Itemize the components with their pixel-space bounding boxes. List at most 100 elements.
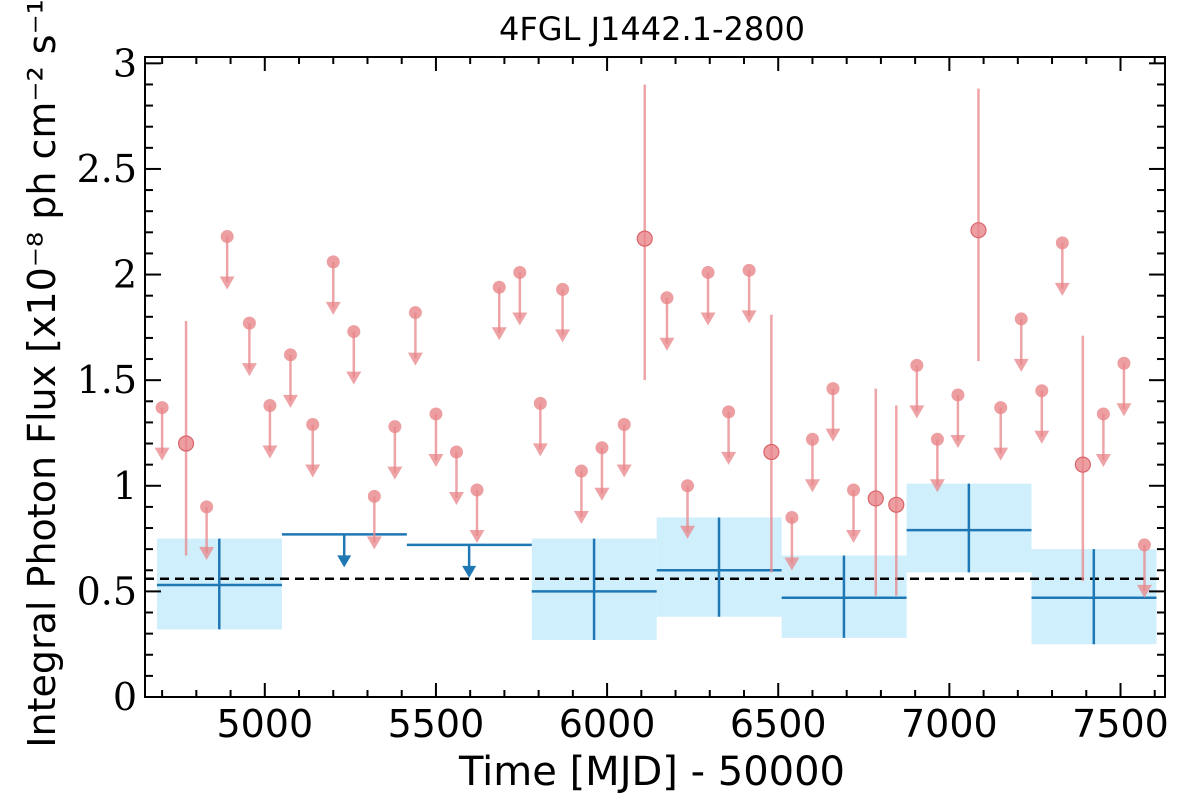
short-bin-upper-limit bbox=[847, 483, 861, 497]
short-bin-upper-limit-arrow bbox=[366, 536, 382, 550]
short-bin-point bbox=[1074, 456, 1091, 473]
short-bin-upper-limit bbox=[367, 489, 381, 503]
long-bin-upper-limit-arrow bbox=[462, 565, 477, 578]
short-bin-upper-limit-arrow bbox=[784, 557, 800, 571]
short-bin-upper-limit-arrow bbox=[1116, 403, 1132, 417]
short-bin-point bbox=[763, 443, 780, 461]
short-bin-point bbox=[177, 435, 195, 452]
short-bin-upper-limit bbox=[742, 263, 756, 277]
short-bin-upper-limit-arrow bbox=[491, 327, 507, 341]
short-bin-upper-limit-arrow bbox=[346, 371, 362, 385]
short-bin-upper-limit-arrow bbox=[741, 310, 757, 324]
short-bin-upper-limit-arrow bbox=[950, 434, 966, 448]
short-bin-upper-limit bbox=[785, 510, 799, 524]
short-bin-upper-limit bbox=[681, 479, 695, 493]
short-bin-upper-limit bbox=[617, 418, 631, 432]
short-bin-point bbox=[970, 222, 987, 239]
short-bin-upper-limit bbox=[347, 325, 361, 339]
short-bin-upper-limit bbox=[701, 265, 715, 279]
short-bin-point bbox=[888, 496, 905, 513]
x-tick-label: 6000 bbox=[559, 702, 656, 746]
short-bin-upper-limit-arrow bbox=[532, 443, 548, 457]
y-tick-label: 2.5 bbox=[77, 147, 137, 191]
x-tick-label: 5500 bbox=[388, 702, 485, 746]
short-bin-upper-limit-arrow bbox=[721, 451, 737, 465]
short-bin-upper-limit-arrow bbox=[448, 491, 464, 505]
short-bin-upper-limit bbox=[595, 441, 609, 455]
axes: 5000 5500 6000 6500 7000 7500 0 0.5 1 1.5 2 2.5 3 bbox=[77, 41, 1169, 746]
short-bin-upper-limit bbox=[155, 401, 169, 415]
short-bin-upper-limit-arrow bbox=[680, 525, 696, 539]
short-bin-upper-limit-arrow bbox=[305, 464, 321, 478]
short-bin-upper-limit bbox=[470, 483, 484, 497]
short-bin-upper-limit bbox=[220, 230, 234, 244]
short-bin-upper-limit bbox=[951, 388, 965, 402]
short-bin-upper-limit bbox=[994, 401, 1008, 415]
short-bin-upper-limit bbox=[408, 306, 422, 320]
short-bin-upper-limit-arrow bbox=[573, 510, 589, 524]
short-bin-upper-limit bbox=[306, 418, 320, 432]
short-bin-upper-limit-arrow bbox=[659, 337, 675, 351]
y-tick-label: 1 bbox=[113, 464, 137, 508]
short-bin-upper-limit-arrow bbox=[555, 329, 571, 343]
short-bin-upper-limit bbox=[722, 405, 736, 419]
y-tick-label: 0.5 bbox=[77, 569, 137, 613]
short-bin-upper-limit-arrow bbox=[469, 530, 485, 544]
y-tick-label: 2 bbox=[113, 253, 137, 297]
short-bin-upper-limit bbox=[492, 280, 506, 294]
short-bin-upper-limit bbox=[1014, 312, 1028, 326]
short-bin-upper-limit bbox=[429, 407, 443, 421]
short-bin-upper-limit-arrow bbox=[804, 479, 820, 493]
short-bin-upper-limit bbox=[326, 255, 340, 269]
short-bin-upper-limit bbox=[513, 265, 527, 279]
short-bin-upper-limit-arrow bbox=[219, 276, 235, 290]
short-bin-upper-limit-arrow bbox=[929, 479, 945, 493]
short-bin-upper-limit-arrow bbox=[909, 405, 925, 419]
short-bin-upper-limit bbox=[1035, 384, 1049, 398]
short-bin-upper-limit bbox=[930, 432, 944, 446]
short-bin-upper-limit bbox=[660, 291, 674, 305]
y-tick-label: 3 bbox=[113, 41, 137, 85]
short-bin-point bbox=[636, 230, 653, 247]
short-bin-upper-limit bbox=[1137, 538, 1151, 552]
x-tick-label: 5000 bbox=[216, 702, 313, 746]
short-bin-upper-limit bbox=[200, 500, 214, 514]
short-bin-upper-limit bbox=[574, 464, 588, 478]
x-tick-label: 7500 bbox=[1072, 702, 1169, 746]
short-bin-upper-limit bbox=[805, 432, 819, 446]
short-bin-upper-limit bbox=[910, 358, 924, 372]
y-tick-label: 1.5 bbox=[77, 358, 137, 402]
short-bin-upper-limit-arrow bbox=[1034, 430, 1050, 444]
short-bin-upper-limit bbox=[1055, 236, 1069, 250]
y-tick-label: 0 bbox=[113, 675, 137, 719]
short-bin-upper-limit bbox=[1117, 356, 1131, 370]
short-bin-upper-limit bbox=[1096, 407, 1110, 421]
x-tick-label: 6500 bbox=[730, 702, 827, 746]
short-bin-upper-limit bbox=[533, 396, 547, 410]
chart-title: 4FGL J1442.1-2800 bbox=[499, 10, 805, 48]
x-axis-label: Time [MJD] - 50000 bbox=[458, 749, 845, 795]
short-bin-upper-limit bbox=[242, 316, 256, 330]
short-bin-upper-limit-arrow bbox=[594, 487, 610, 501]
short-bin-upper-limit bbox=[826, 382, 840, 396]
short-bin-upper-limit-arrow bbox=[154, 447, 170, 461]
short-bin-upper-limit-arrow bbox=[325, 301, 341, 315]
short-bin-upper-limit-arrow bbox=[1013, 358, 1029, 372]
short-bin-upper-limit-arrow bbox=[993, 447, 1009, 461]
short-bin-upper-limit bbox=[556, 282, 570, 296]
short-bin-upper-limit-arrow bbox=[387, 466, 403, 480]
short-bin-upper-limit-arrow bbox=[700, 312, 716, 326]
short-bin-upper-limit bbox=[283, 348, 297, 362]
short-bin-upper-limit-arrow bbox=[825, 428, 841, 442]
short-bin-upper-limit-arrow bbox=[199, 546, 215, 560]
plot-frame bbox=[144, 56, 1166, 698]
short-bin-upper-limit bbox=[449, 445, 463, 459]
short-bin-upper-limit-arrow bbox=[241, 363, 257, 377]
short-bin-upper-limit-arrow bbox=[1136, 584, 1152, 598]
y-axis-label: Integral Photon Flux [x10⁻⁸ ph cm⁻² s⁻¹] bbox=[20, 0, 64, 748]
short-bin-upper-limit bbox=[263, 399, 277, 413]
short-bin-upper-limit-arrow bbox=[512, 312, 528, 326]
long-bin-upper-limit-arrow bbox=[337, 555, 352, 568]
short-bin-upper-limit-arrow bbox=[282, 394, 298, 408]
